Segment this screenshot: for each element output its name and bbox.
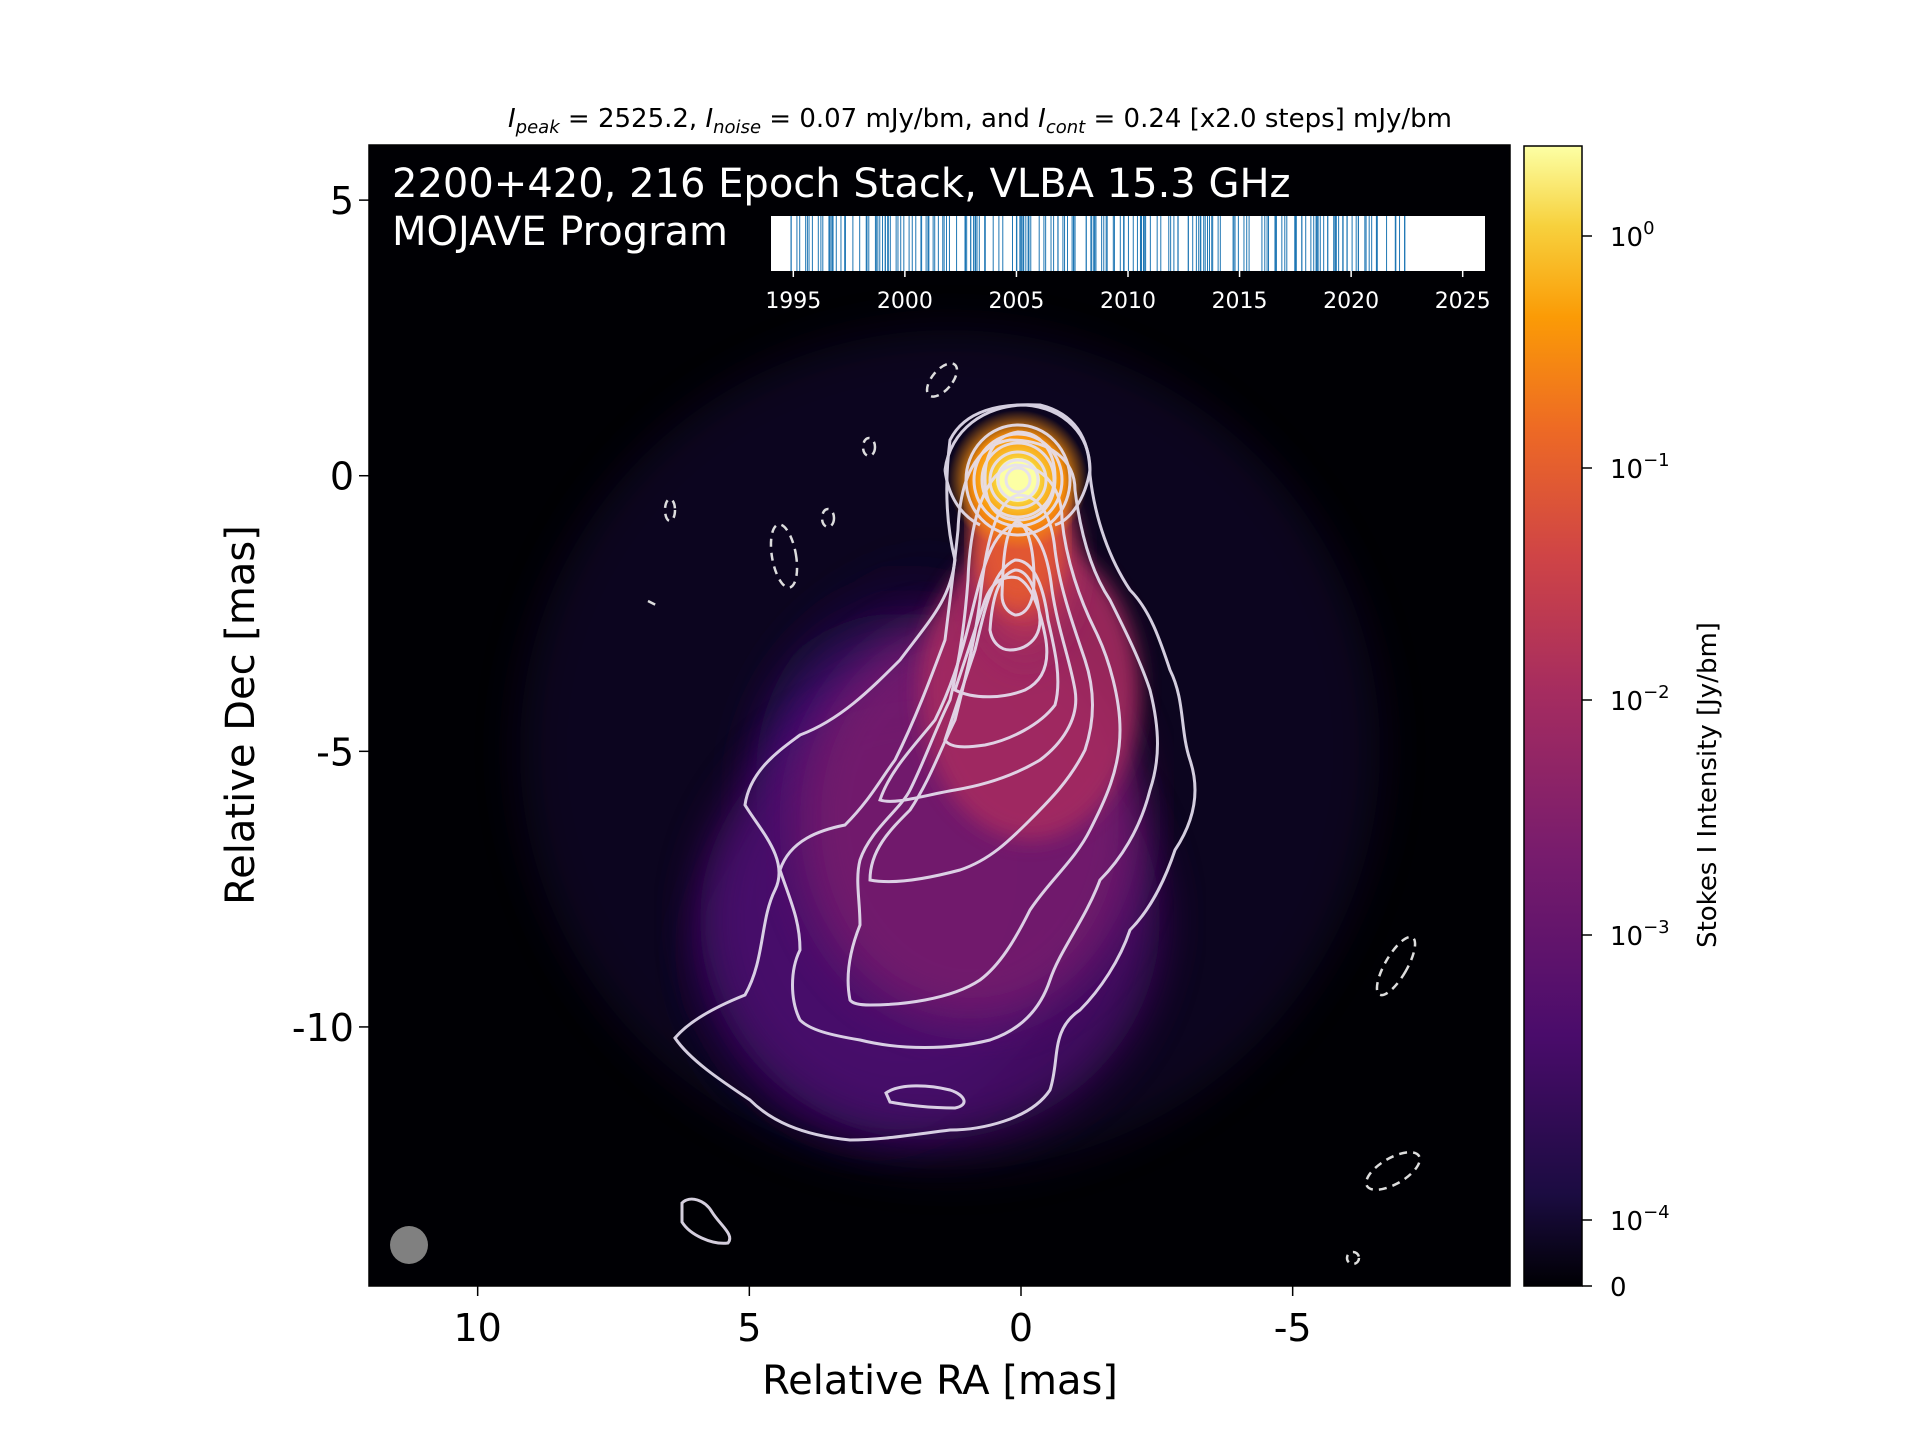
y-axis-ticks: 5 0 -5 -10 [292, 179, 369, 1050]
plot-title-line1: 2200+420, 216 Epoch Stack, VLBA 15.3 GHz [392, 161, 1291, 207]
timeline-tick-label: 2020 [1323, 289, 1379, 314]
x-tick-label: 10 [453, 1306, 501, 1350]
timeline-tick-label: 2015 [1212, 289, 1268, 314]
plot-title-line2: MOJAVE Program [392, 209, 728, 255]
timeline-tick-label: 2025 [1435, 289, 1491, 314]
colorbar: 100 10−1 10−2 10−3 10−4 0 Stokes I Intensity … [1523, 145, 1723, 1303]
epoch-lines [790, 216, 1406, 271]
timeline-tick-label: 2000 [877, 289, 933, 314]
y-tick-label: -10 [292, 1006, 354, 1050]
contours [673, 403, 1197, 1245]
plot-frame [368, 144, 1511, 1287]
colorbar-tick-label: 10−3 [1610, 917, 1670, 952]
negative-contours [647, 362, 1422, 1266]
x-axis-label: Relative RA [mas] [762, 1358, 1118, 1404]
y-tick-label: 0 [330, 455, 354, 499]
timeline-tick-label: 1995 [765, 289, 821, 314]
colorbar-ticks: 100 10−1 10−2 10−3 10−4 0 [1582, 218, 1670, 1303]
colorbar-tick-label: 10−2 [1610, 682, 1670, 717]
timeline-tick-label: 2010 [1100, 289, 1156, 314]
colorbar-tick-label: 10−4 [1610, 1202, 1670, 1237]
x-axis-ticks: 10 5 0 -5 [453, 1286, 1312, 1350]
colorbar-label: Stokes I Intensity [Jy/bm] [1693, 622, 1723, 948]
x-tick-label: 5 [737, 1306, 761, 1350]
y-tick-label: 5 [330, 179, 354, 223]
x-tick-label: -5 [1274, 1306, 1312, 1350]
timeline-tick-label: 2005 [988, 289, 1044, 314]
colorbar-tick-label: 0 [1610, 1273, 1627, 1303]
beam-ellipse [390, 1226, 428, 1264]
colorbar-tick-label: 100 [1610, 218, 1655, 253]
colorbar-gradient [1523, 145, 1583, 1287]
image-panel [369, 145, 1510, 1286]
timeline-axis: 1995 2000 2005 2010 2015 2020 2025 [765, 271, 1491, 314]
colorbar-tick-label: 10−1 [1610, 450, 1670, 485]
epoch-timeline: 1995 2000 2005 2010 2015 2020 2025 [765, 216, 1491, 314]
y-axis-label: Relative Dec [mas] [218, 525, 264, 905]
header-stats: Ipeak = 2525.2, Inoise = 0.07 mJy/bm, an… [508, 104, 1452, 138]
x-tick-label: 0 [1009, 1306, 1033, 1350]
y-tick-label: -5 [316, 730, 354, 774]
